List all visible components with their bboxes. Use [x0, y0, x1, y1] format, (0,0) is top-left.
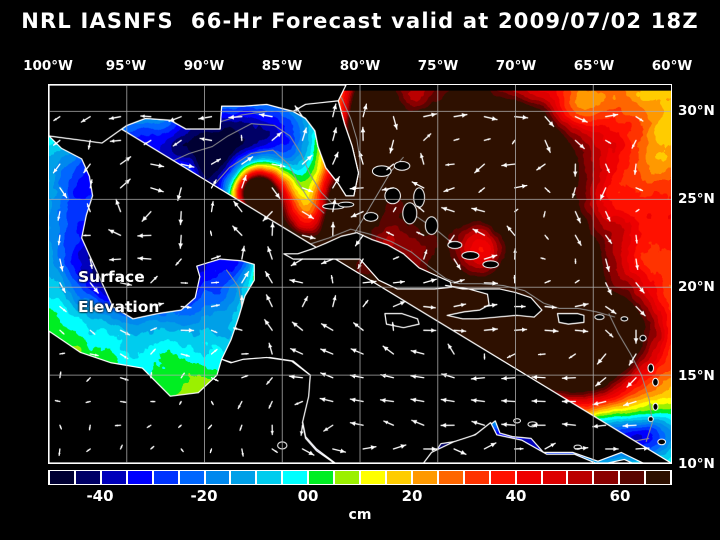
- colorbar-swatch: [178, 471, 205, 484]
- lon-tick-label: 65°W: [573, 58, 615, 74]
- lat-tick-label: 30°N: [678, 102, 715, 119]
- surface-elevation-map[interactable]: [49, 85, 671, 463]
- lon-tick-label: 70°W: [495, 58, 537, 74]
- colorbar-swatch: [385, 471, 412, 484]
- colorbar-swatch: [541, 471, 568, 484]
- lat-tick-label: 15°N: [678, 367, 715, 384]
- colorbar-tick-label: -40: [86, 487, 114, 505]
- colorbar-swatch: [619, 471, 646, 484]
- lat-tick-label: 25°N: [678, 190, 715, 207]
- colorbar-swatch: [489, 471, 516, 484]
- colorbar-swatches: [49, 471, 672, 484]
- colorbar-swatch: [645, 471, 672, 484]
- colorbar-swatch: [126, 471, 153, 484]
- lon-tick-label: 95°W: [105, 58, 147, 74]
- colorbar-swatch: [74, 471, 101, 484]
- colorbar-swatch: [308, 471, 335, 484]
- colorbar-swatch: [334, 471, 361, 484]
- map-panel[interactable]: [48, 84, 672, 464]
- colorbar-swatch: [100, 471, 127, 484]
- colorbar-tick-label: 40: [505, 487, 527, 505]
- colorbar-tick-label: 60: [609, 487, 631, 505]
- page-title: NRL IASNFS 66-Hr Forecast valid at 2009/…: [21, 9, 699, 33]
- lon-tick-label: 85°W: [261, 58, 303, 74]
- lon-tick-label: 100°W: [23, 58, 73, 74]
- colorbar-tick-label: 00: [297, 487, 319, 505]
- colorbar-swatch: [49, 471, 75, 484]
- colorbar-swatch: [463, 471, 490, 484]
- colorbar-swatch: [593, 471, 620, 484]
- colorbar-swatch: [411, 471, 438, 484]
- colorbar-swatch: [567, 471, 594, 484]
- longitude-axis: 100°W 95°W 90°W 85°W 80°W 75°W 70°W 65°W 60°W: [23, 58, 692, 76]
- colorbar-tick-label: 20: [401, 487, 423, 505]
- colorbar-swatch: [230, 471, 257, 484]
- colorbar-swatch: [204, 471, 231, 484]
- colorbar-swatch: [437, 471, 464, 484]
- colorbar-unit-label: cm: [348, 507, 372, 523]
- lat-tick-label: 20°N: [678, 279, 715, 296]
- lat-tick-label: 10°N: [678, 456, 715, 472]
- lon-tick-label: 75°W: [417, 58, 459, 74]
- colorbar-swatch: [152, 471, 179, 484]
- lon-tick-label: 90°W: [183, 58, 225, 74]
- colorbar-swatch: [282, 471, 309, 484]
- colorbar-ticks: -40 -20 00 20 40 60: [48, 487, 672, 507]
- lon-tick-label: 80°W: [339, 58, 381, 74]
- colorbar[interactable]: [48, 470, 672, 485]
- colorbar-tick-label: -20: [190, 487, 218, 505]
- colorbar-swatch: [360, 471, 386, 484]
- lon-tick-label: 60°W: [651, 58, 693, 74]
- colorbar-swatch: [515, 471, 542, 484]
- colorbar-swatch: [256, 471, 283, 484]
